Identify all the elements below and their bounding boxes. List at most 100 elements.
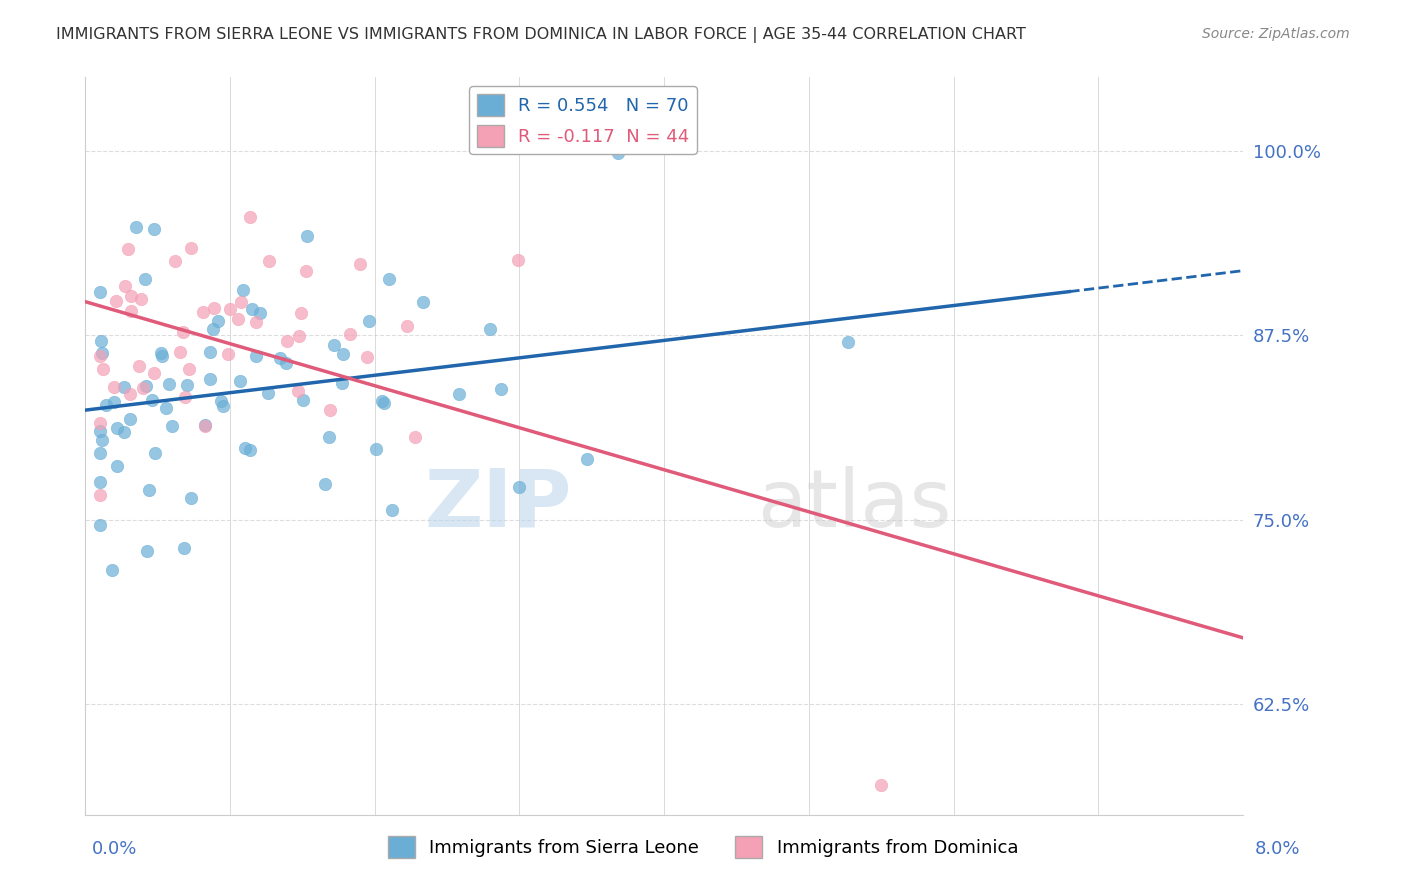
Point bbox=[209, 393, 232, 408]
Point bbox=[89, 446, 111, 460]
Point bbox=[159, 376, 181, 391]
Point bbox=[245, 349, 267, 363]
Text: 8.0%: 8.0% bbox=[1256, 840, 1301, 858]
Point bbox=[96, 398, 118, 412]
Point bbox=[314, 477, 336, 491]
Point bbox=[105, 459, 128, 474]
Point bbox=[89, 417, 111, 431]
Point bbox=[89, 475, 111, 490]
Point bbox=[173, 541, 195, 556]
Point bbox=[449, 387, 471, 401]
Point bbox=[89, 488, 111, 502]
Point bbox=[132, 381, 155, 395]
Point bbox=[339, 327, 361, 342]
Text: ZIP: ZIP bbox=[425, 466, 571, 544]
Point bbox=[90, 346, 112, 360]
Point bbox=[101, 563, 124, 577]
Point bbox=[172, 325, 194, 339]
Point bbox=[91, 361, 114, 376]
Point bbox=[412, 295, 434, 310]
Point bbox=[89, 424, 111, 438]
Point bbox=[107, 420, 129, 434]
Point bbox=[218, 301, 240, 316]
Point bbox=[194, 417, 217, 432]
Point bbox=[177, 362, 200, 376]
Point bbox=[103, 380, 125, 394]
Point bbox=[508, 252, 530, 267]
Point bbox=[117, 243, 139, 257]
Point bbox=[245, 315, 267, 329]
Point bbox=[364, 442, 387, 456]
Point bbox=[120, 289, 142, 303]
Point bbox=[118, 411, 141, 425]
Point bbox=[292, 392, 315, 407]
Point bbox=[141, 392, 163, 407]
Point bbox=[129, 292, 152, 306]
Point bbox=[276, 334, 298, 349]
Point bbox=[160, 419, 183, 434]
Point bbox=[90, 334, 112, 348]
Point bbox=[200, 372, 222, 386]
Point bbox=[287, 384, 309, 398]
Point bbox=[290, 306, 312, 320]
Point bbox=[288, 329, 311, 343]
Point bbox=[359, 313, 381, 327]
Text: Source: ZipAtlas.com: Source: ZipAtlas.com bbox=[1202, 27, 1350, 41]
Point bbox=[169, 344, 191, 359]
Point bbox=[105, 294, 128, 309]
Point bbox=[89, 518, 111, 533]
Point bbox=[226, 311, 249, 326]
Point bbox=[174, 390, 197, 404]
Point bbox=[114, 279, 136, 293]
Point bbox=[112, 380, 135, 394]
Point bbox=[134, 271, 156, 285]
Text: 0.0%: 0.0% bbox=[91, 840, 136, 858]
Point bbox=[118, 386, 141, 401]
Point bbox=[330, 376, 353, 391]
Point bbox=[256, 386, 278, 401]
Point bbox=[103, 394, 125, 409]
Point bbox=[229, 374, 252, 388]
Point bbox=[378, 272, 401, 286]
Point bbox=[89, 349, 111, 363]
Point bbox=[295, 264, 318, 278]
Point bbox=[479, 322, 502, 336]
Point bbox=[193, 305, 215, 319]
Point bbox=[138, 483, 160, 497]
Point bbox=[89, 285, 111, 300]
Point bbox=[136, 544, 159, 558]
Point bbox=[232, 284, 254, 298]
Point bbox=[143, 366, 166, 380]
Point bbox=[508, 480, 530, 494]
Point bbox=[155, 401, 177, 415]
Point bbox=[212, 399, 235, 413]
Point bbox=[575, 452, 598, 467]
Point bbox=[239, 443, 262, 458]
Point bbox=[837, 335, 859, 350]
Text: IMMIGRANTS FROM SIERRA LEONE VS IMMIGRANTS FROM DOMINICA IN LABOR FORCE | AGE 35: IMMIGRANTS FROM SIERRA LEONE VS IMMIGRAN… bbox=[56, 27, 1026, 43]
Point bbox=[319, 403, 342, 417]
Point bbox=[142, 222, 165, 236]
Point bbox=[606, 146, 628, 161]
Point bbox=[112, 425, 135, 440]
Point bbox=[297, 229, 319, 244]
Point bbox=[489, 382, 512, 396]
Point bbox=[371, 393, 394, 408]
Point bbox=[240, 302, 263, 317]
Point bbox=[180, 491, 202, 505]
Point bbox=[274, 356, 297, 370]
Point bbox=[349, 257, 371, 271]
Point bbox=[269, 351, 291, 365]
Point bbox=[249, 306, 271, 320]
Point bbox=[198, 344, 221, 359]
Point bbox=[395, 318, 418, 333]
Point bbox=[128, 359, 150, 373]
Point bbox=[217, 347, 239, 361]
Point bbox=[143, 446, 166, 460]
Point bbox=[176, 378, 198, 392]
Point bbox=[207, 314, 229, 328]
Point bbox=[332, 347, 354, 361]
Point bbox=[229, 295, 252, 310]
Point bbox=[194, 419, 217, 434]
Point bbox=[381, 503, 404, 517]
